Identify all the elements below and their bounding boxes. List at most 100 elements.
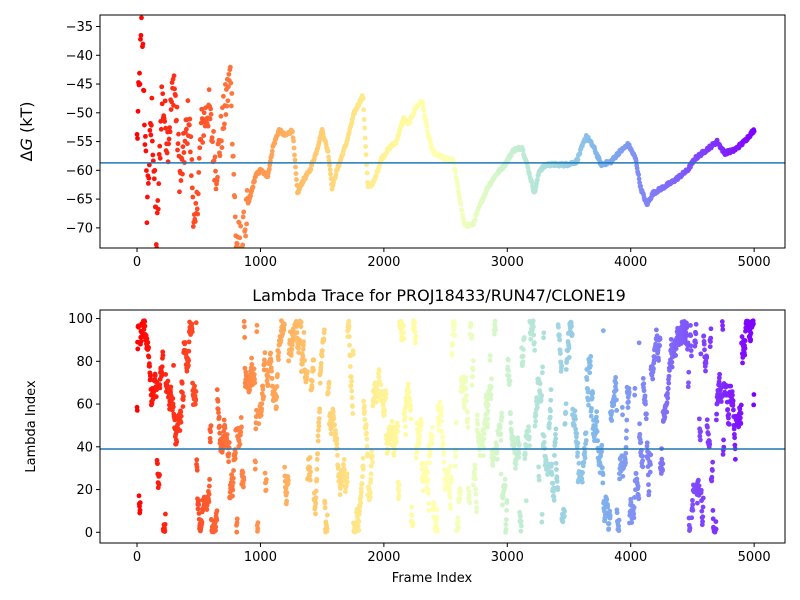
delta-g-point — [219, 138, 224, 144]
lambda-point — [548, 397, 554, 403]
lambda-point — [552, 440, 558, 445]
delta-g-point — [238, 223, 244, 229]
lambda-point — [402, 409, 408, 415]
lambda-point — [541, 439, 547, 445]
lambda-point — [453, 420, 459, 426]
delta-g-point — [175, 147, 180, 153]
delta-g-point — [239, 253, 244, 258]
lambda-point — [614, 510, 620, 516]
lambda-point — [546, 425, 552, 431]
delta-g-point — [241, 209, 247, 215]
lambda-point — [417, 432, 423, 438]
lambda-point — [499, 410, 505, 416]
delta-g-point — [166, 136, 172, 142]
lambda-point — [135, 346, 141, 352]
lambda-point — [420, 488, 426, 494]
delta-g-point — [188, 134, 194, 140]
lambda-point — [518, 523, 524, 529]
delta-g-point — [221, 125, 227, 131]
lambda-points — [134, 318, 757, 535]
lambda-point — [488, 392, 494, 398]
lambda-point — [145, 339, 151, 345]
lambda-point — [461, 405, 467, 410]
lambda-x-tick-label: 3000 — [491, 550, 524, 565]
lambda-point — [669, 364, 675, 370]
lambda-point — [481, 436, 487, 442]
delta-g-y-tick-label: −65 — [66, 193, 93, 208]
lambda-point — [518, 528, 524, 534]
lambda-point — [207, 439, 213, 445]
delta-g-point — [428, 142, 434, 147]
lambda-point — [383, 395, 389, 401]
lambda-point — [536, 464, 542, 470]
lambda-point — [554, 467, 559, 472]
lambda-point — [708, 339, 713, 345]
lambda-point — [489, 376, 494, 382]
delta-g-point — [232, 214, 238, 220]
lambda-point — [171, 362, 176, 368]
delta-g-y-tick-label: −55 — [66, 135, 93, 150]
lambda-point — [522, 456, 528, 462]
lambda-point — [738, 421, 744, 426]
delta-g-point — [156, 151, 162, 157]
lambda-point — [640, 458, 645, 464]
lambda-point — [315, 433, 321, 439]
lambda-point — [289, 342, 295, 348]
lambda-point — [503, 522, 509, 527]
lambda-point — [614, 397, 619, 403]
delta-g-point — [326, 158, 332, 164]
lambda-point — [502, 477, 508, 482]
delta-g-point — [240, 242, 246, 248]
lambda-point — [321, 336, 327, 342]
delta-g-point — [232, 194, 238, 200]
lambda-point — [742, 346, 748, 351]
delta-g-point — [148, 132, 154, 138]
lambda-point — [315, 451, 321, 456]
delta-g-point — [201, 110, 207, 116]
lambda-point — [700, 495, 706, 501]
delta-g-point — [205, 123, 211, 129]
lambda-point — [344, 475, 350, 480]
delta-g-point — [223, 112, 229, 117]
lambda-point — [350, 411, 356, 416]
lambda-point — [204, 507, 210, 512]
lambda-point — [613, 387, 619, 393]
delta-g-point — [141, 88, 147, 94]
lambda-point — [463, 375, 469, 381]
delta-g-point — [137, 70, 142, 76]
lambda-point — [560, 519, 566, 525]
delta-g-point — [155, 206, 161, 212]
delta-g-point — [293, 164, 298, 170]
delta-g-point — [162, 119, 168, 124]
delta-g-point — [460, 213, 466, 219]
lambda-point — [414, 449, 420, 455]
delta-g-point — [267, 162, 273, 168]
lambda-point — [668, 336, 674, 342]
lambda-point — [693, 340, 699, 346]
lambda-point — [626, 389, 632, 395]
delta-g-ylabel: ΔG (kT) — [17, 102, 36, 162]
delta-g-point — [175, 141, 181, 147]
lambda-point — [685, 340, 691, 346]
lambda-point — [326, 385, 331, 391]
lambda-point — [517, 514, 523, 519]
lambda-point — [719, 319, 725, 324]
lambda-point — [241, 477, 247, 483]
lambda-point — [600, 472, 606, 478]
delta-g-x-tick-label: 3000 — [491, 255, 524, 270]
lambda-point — [346, 334, 352, 339]
lambda-point — [313, 500, 319, 506]
lambda-point — [152, 373, 158, 378]
lambda-point — [304, 369, 310, 375]
delta-g-point — [225, 98, 231, 104]
lambda-point — [548, 408, 553, 414]
lambda-point — [230, 493, 235, 499]
delta-g-point — [210, 139, 215, 145]
lambda-point — [300, 353, 306, 359]
lambda-point — [633, 471, 639, 476]
lambda-point — [234, 529, 240, 535]
lambda-x-tick-label: 4000 — [614, 550, 647, 565]
lambda-point — [425, 469, 430, 475]
lambda-point — [196, 502, 202, 507]
lambda-point — [213, 524, 219, 530]
